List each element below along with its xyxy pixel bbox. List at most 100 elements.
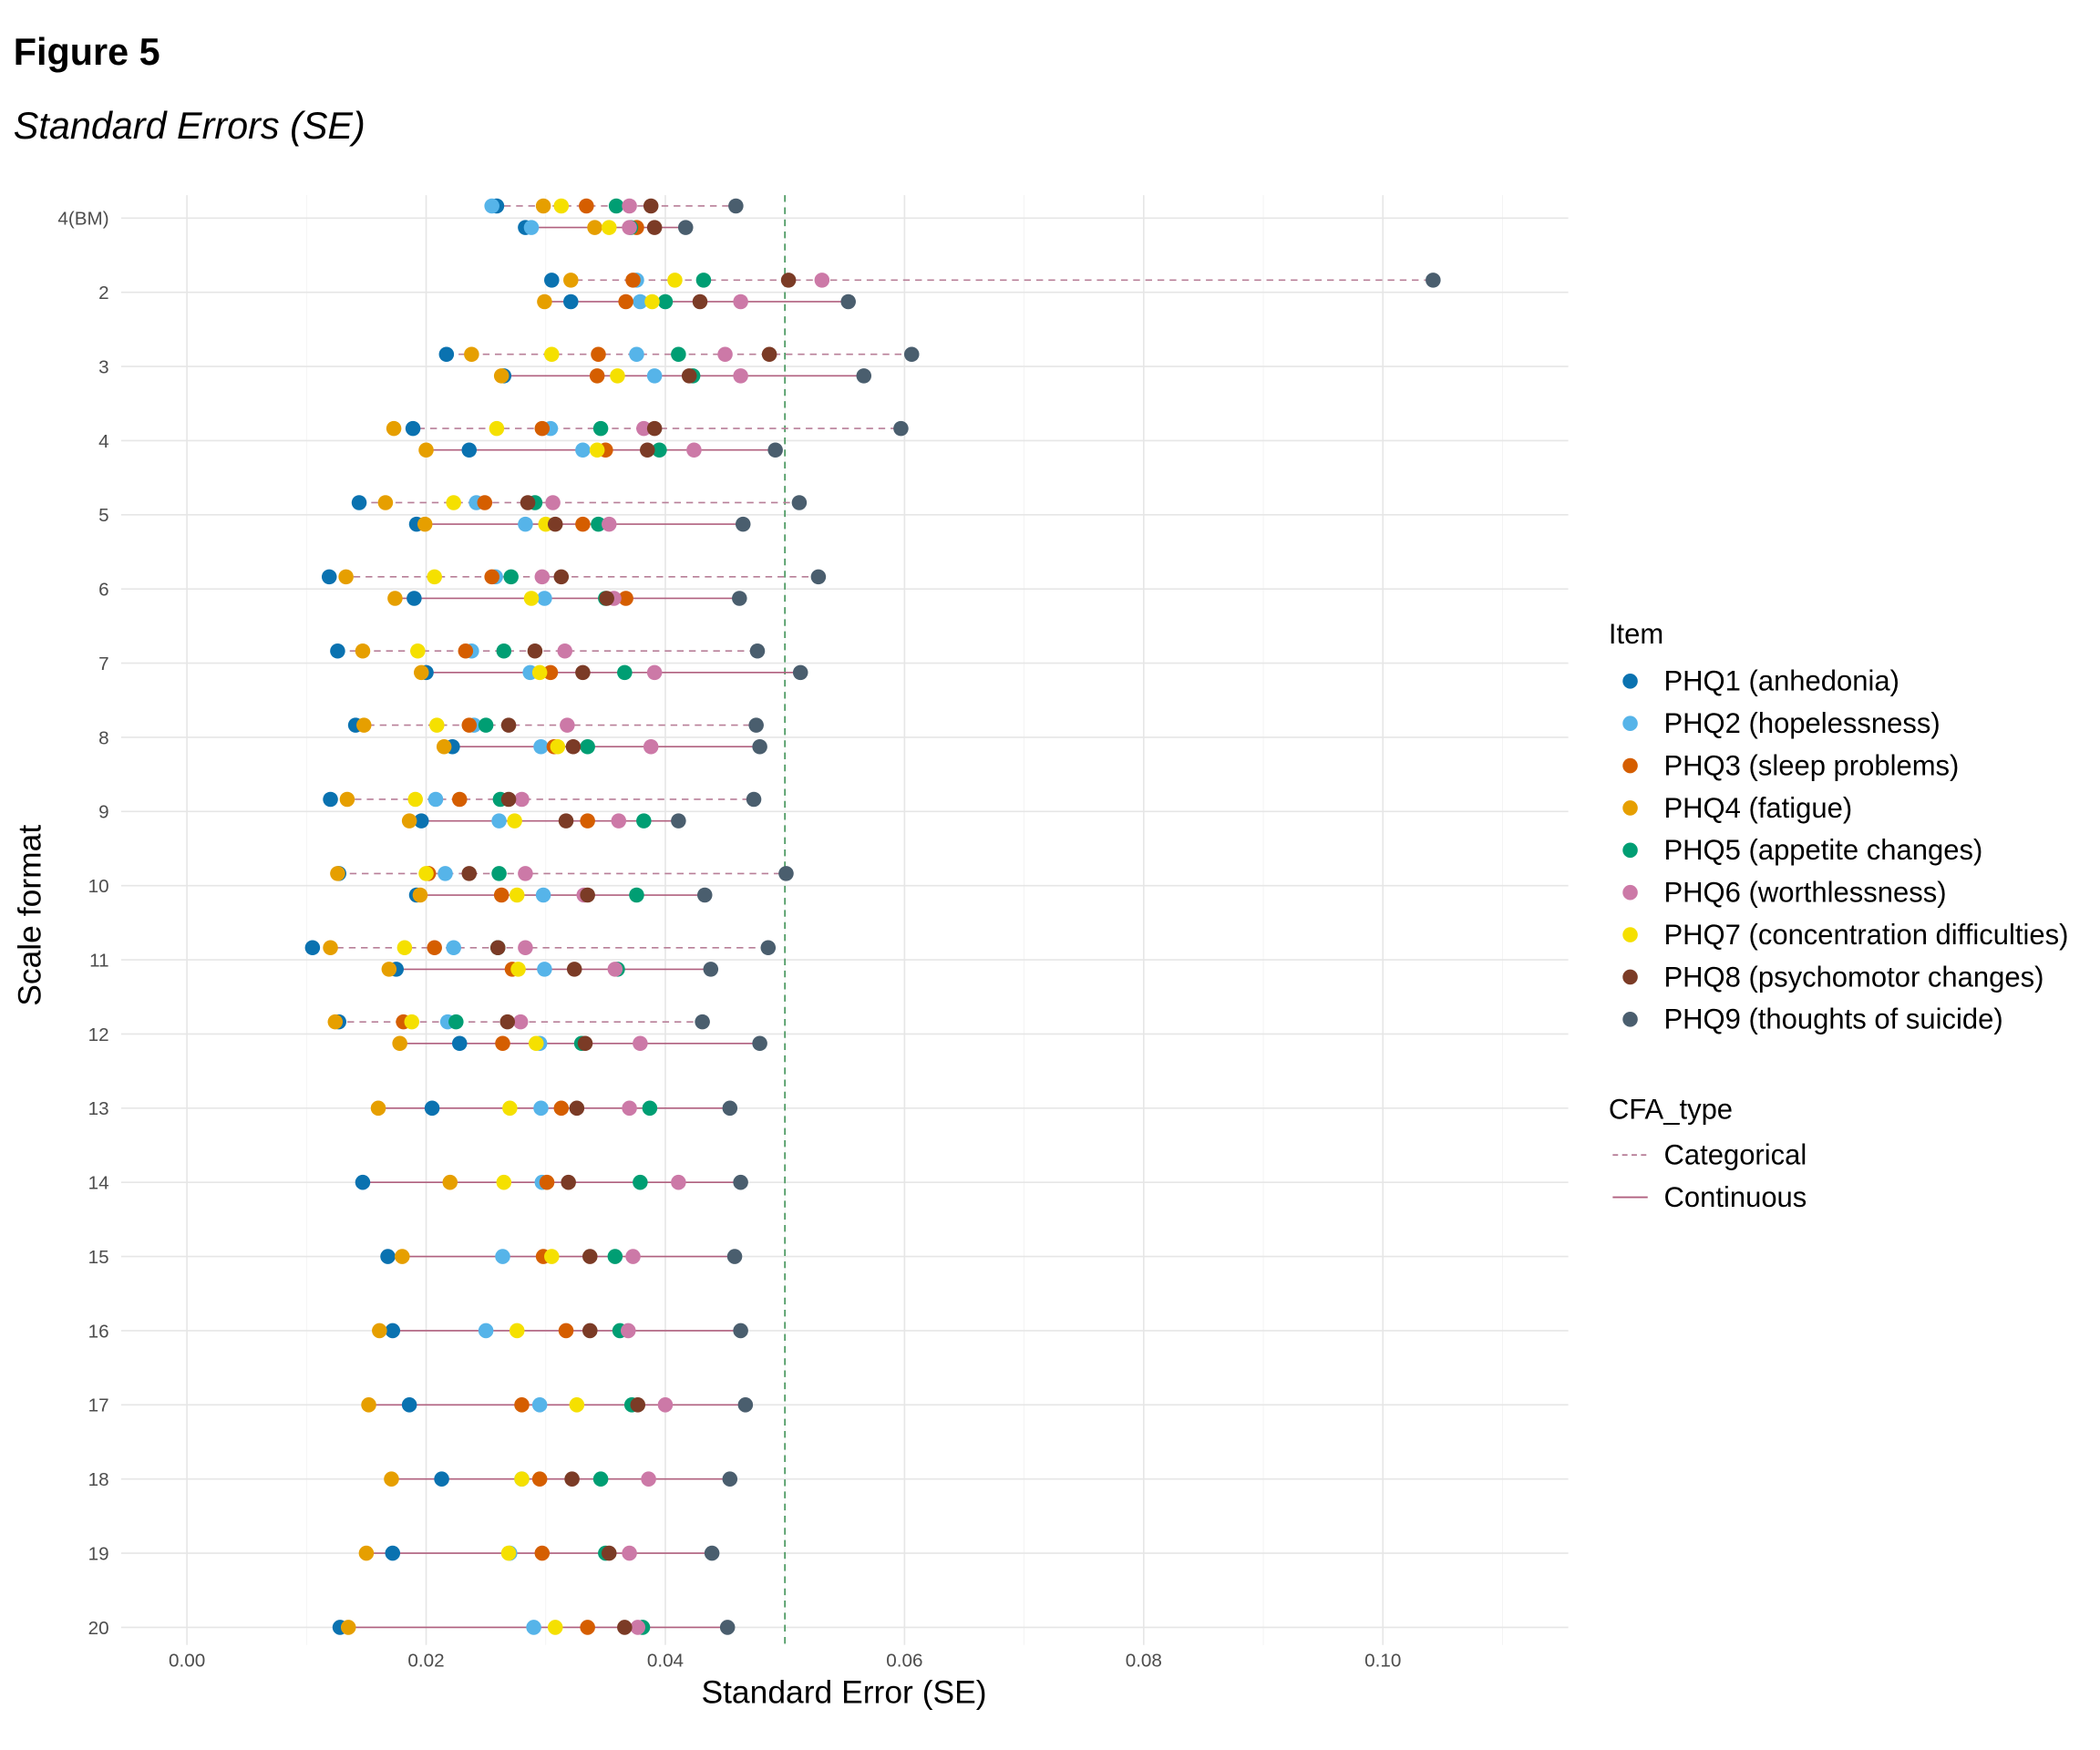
continuous-point-phq9 [735, 516, 751, 532]
categorical-point-phq6 [560, 717, 575, 733]
continuous-point-phq6 [671, 1174, 686, 1190]
continuous-point-phq6 [611, 813, 627, 829]
continuous-point-phq5 [652, 442, 667, 458]
categorical-point-phq6 [518, 866, 533, 881]
continuous-point-phq2 [533, 1100, 549, 1117]
categorical-point-phq5 [491, 866, 507, 881]
y-tick-label: 13 [88, 1098, 109, 1119]
categorical-point-phq4 [377, 495, 394, 510]
continuous-point-phq5 [642, 1100, 658, 1117]
figure-label: Figure 5 [14, 31, 160, 73]
categorical-point-phq9 [749, 643, 766, 659]
categorical-point-phq6 [545, 495, 561, 510]
continuous-point-phq4 [387, 591, 403, 606]
continuous-point-phq9 [733, 1323, 748, 1339]
categorical-point-phq9 [1426, 273, 1441, 288]
categorical-point-phq9 [893, 420, 909, 437]
continuous-point-phq3 [618, 293, 633, 310]
categorical-point-phq1 [330, 643, 345, 659]
categorical-point-phq8 [499, 1014, 516, 1030]
y-tick-label: 10 [88, 876, 109, 897]
y-tick-label: 19 [88, 1543, 109, 1564]
continuous-point-phq3 [553, 1100, 570, 1117]
legend-dot-phq9 [1622, 1012, 1638, 1027]
legend-label-phq7: PHQ7 (concentration difficulties) [1663, 919, 2068, 951]
categorical-point-phq9 [760, 940, 777, 956]
categorical-point-phq3 [477, 495, 493, 510]
continuous-point-phq7 [550, 738, 566, 755]
continuous-point-phq9 [704, 1545, 720, 1561]
continuous-point-phq7 [496, 1174, 512, 1190]
categorical-point-phq7 [429, 717, 445, 733]
categorical-point-phq9 [810, 569, 827, 585]
continuous-point-phq2 [575, 442, 591, 458]
continuous-point-phq3 [493, 887, 510, 903]
categorical-point-phq8 [500, 791, 517, 808]
continuous-point-phq6 [686, 442, 702, 458]
continuous-point-phq2 [518, 516, 533, 532]
categorical-point-phq4 [327, 1014, 344, 1030]
x-tick-label: 0.06 [886, 1650, 922, 1671]
y-axis-ticks: 4(BM) 2 3 4 5 6 7 8 9 10 11 12 13 14 15 16 17 18 19 20 [57, 209, 108, 1639]
continuous-point-phq3 [534, 1545, 551, 1561]
categorical-point-phq2 [629, 346, 644, 362]
categorical-point-phq2 [446, 940, 461, 956]
y-axis-title: Scale format [11, 825, 47, 1006]
legend-dot-phq1 [1622, 674, 1638, 689]
categorical-point-phq8 [646, 420, 663, 437]
continuous-point-phq4 [372, 1323, 387, 1339]
continuous-point-phq3 [575, 516, 591, 532]
categorical-point-phq6 [814, 273, 830, 288]
categorical-point-phq3 [451, 791, 468, 808]
continuous-point-phq4 [361, 1397, 376, 1413]
categorical-point-phq8 [761, 346, 777, 362]
continuous-point-phq8 [580, 887, 595, 903]
continuous-point-phq9 [752, 738, 767, 755]
categorical-point-phq9 [695, 1014, 710, 1030]
y-tick-label: 4 [98, 431, 109, 452]
categorical-point-phq5 [503, 569, 519, 585]
categorical-point-phq5 [671, 346, 686, 362]
legend-label-phq5: PHQ5 (appetite changes) [1663, 834, 1982, 866]
y-tick-label: 4(BM) [57, 209, 108, 230]
continuous-point-phq4 [401, 813, 417, 829]
categorical-point-phq8 [780, 273, 797, 288]
categorical-point-phq8 [643, 198, 659, 214]
continuous-point-phq5 [629, 887, 644, 903]
continuous-point-phq3 [514, 1397, 530, 1413]
continuous-point-phq9 [732, 591, 747, 606]
categorical-point-phq3 [461, 717, 478, 733]
continuous-point-phq7 [523, 591, 540, 606]
y-tick-label: 20 [88, 1618, 109, 1639]
continuous-point-phq1 [401, 1397, 417, 1413]
continuous-point-phq6 [646, 664, 663, 681]
categorical-point-phq7 [427, 569, 442, 585]
continuous-point-phq8 [599, 591, 614, 606]
legend-dot-phq5 [1622, 842, 1638, 859]
continuous-point-phq6 [621, 1323, 636, 1339]
legend-dot-phq7 [1622, 927, 1638, 942]
continuous-point-phq5 [580, 738, 595, 755]
y-tick-label: 17 [88, 1395, 109, 1416]
legend-dot-phq6 [1622, 884, 1638, 901]
categorical-point-phq2 [427, 791, 444, 808]
continuous-point-phq7 [509, 887, 525, 903]
y-tick-label: 7 [98, 654, 109, 674]
continuous-point-phq4 [392, 1035, 407, 1052]
continuous-point-phq8 [558, 813, 574, 829]
continuous-point-phq5 [591, 516, 606, 532]
continuous-point-phq9 [671, 813, 686, 829]
continuous-point-phq8 [547, 516, 563, 532]
categorical-point-phq9 [778, 866, 794, 881]
continuous-point-phq1 [407, 591, 422, 606]
categorical-point-phq7 [407, 791, 423, 808]
categorical-point-phq1 [405, 420, 421, 437]
legend-label-phq4: PHQ4 (fatigue) [1663, 792, 1852, 824]
categorical-point-phq1 [544, 273, 560, 288]
categorical-point-phq5 [496, 643, 512, 659]
categorical-point-phq7 [410, 643, 426, 659]
continuous-point-phq8 [577, 1035, 593, 1052]
continuous-point-phq4 [436, 738, 452, 755]
continuous-point-phq7 [509, 1323, 525, 1339]
continuous-point-phq7 [644, 293, 660, 310]
